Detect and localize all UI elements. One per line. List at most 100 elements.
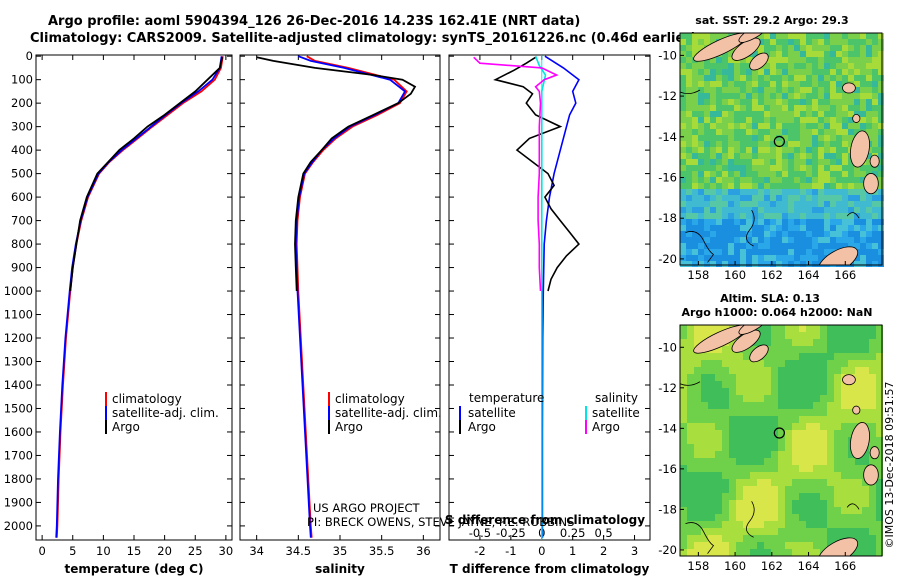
map-cell [860, 117, 866, 123]
map-cell [812, 135, 818, 141]
map-cell [792, 521, 799, 528]
map-cell [740, 159, 746, 165]
x-tick-label: 25 [188, 544, 203, 558]
map-cell [728, 219, 734, 225]
map-cell [722, 493, 729, 500]
map-cell [806, 437, 813, 444]
map-cell [806, 486, 813, 493]
map-cell [764, 231, 770, 237]
map-cell [771, 381, 778, 388]
map-cell [710, 171, 716, 177]
map-cell [813, 528, 820, 535]
map-cell [764, 183, 770, 189]
map-cell [770, 207, 776, 213]
depth-tick-label: 1500 [4, 401, 33, 415]
map-cell [834, 346, 841, 353]
map-cell [820, 367, 827, 374]
lon-tick-label: 158 [687, 268, 709, 282]
s-tick-label: 0.5 [594, 526, 612, 540]
map-cell [876, 430, 883, 437]
map-cell [869, 332, 876, 339]
map-cell [788, 135, 794, 141]
map-cell [740, 63, 746, 69]
map-cell [855, 374, 862, 381]
map-cell [776, 237, 782, 243]
map-cell [680, 195, 686, 201]
sst-map-title: sat. SST: 29.2 Argo: 29.3 [695, 14, 848, 27]
map-cell [708, 521, 715, 528]
map-cell [776, 51, 782, 57]
map-cell [860, 57, 866, 63]
map-cell [785, 535, 792, 542]
map-cell [746, 219, 752, 225]
map-cell [764, 147, 770, 153]
map-cell [770, 177, 776, 183]
map-cell [799, 339, 806, 346]
map-cell [764, 255, 770, 261]
map-cell [698, 33, 704, 39]
map-cell [770, 189, 776, 195]
map-cell [715, 437, 722, 444]
map-cell [770, 183, 776, 189]
map-cell [746, 141, 752, 147]
map-cell [757, 332, 764, 339]
map-cell [818, 177, 824, 183]
map-cell [680, 444, 687, 451]
map-cell [757, 472, 764, 479]
map-cell [824, 81, 830, 87]
map-cell [758, 189, 764, 195]
land-layer [680, 33, 880, 265]
map-cell [836, 207, 842, 213]
series-line-argo [69, 57, 224, 292]
map-cell [800, 33, 806, 39]
map-cell [854, 129, 860, 135]
map-cell [698, 117, 704, 123]
map-cell [757, 549, 764, 556]
map-cell [764, 444, 771, 451]
map-cell [758, 219, 764, 225]
map-cell [728, 243, 734, 249]
map-cell [722, 63, 728, 69]
map-cell [834, 479, 841, 486]
map-cell [878, 231, 884, 237]
map-cell [680, 219, 686, 225]
map-cell [704, 237, 710, 243]
map-cell [692, 93, 698, 99]
map-cell [764, 171, 770, 177]
map-cell [752, 225, 758, 231]
map-cell [722, 416, 729, 423]
map-cell [687, 507, 694, 514]
map-cell [855, 402, 862, 409]
map-cell [836, 123, 842, 129]
map-cell [806, 33, 812, 39]
map-cell [800, 237, 806, 243]
map-cell [710, 177, 716, 183]
map-cell [710, 159, 716, 165]
map-cell [694, 388, 701, 395]
map-cell [806, 325, 813, 332]
map-cell [827, 339, 834, 346]
map-cell [752, 135, 758, 141]
map-cell [715, 472, 722, 479]
x-tick-label: -1 [505, 544, 516, 558]
map-cell [854, 99, 860, 105]
x-tick-label: 10 [96, 544, 111, 558]
map-cell [750, 549, 757, 556]
map-cell [782, 117, 788, 123]
map-cell [708, 374, 715, 381]
series-line-t-satellite [541, 55, 580, 538]
map-cell [764, 45, 770, 51]
map-cell [716, 183, 722, 189]
map-cell [716, 135, 722, 141]
map-cell [860, 255, 866, 261]
map-cell [752, 117, 758, 123]
map-cell [758, 201, 764, 207]
map-cell [776, 261, 782, 267]
map-cell [806, 135, 812, 141]
map-cell [716, 207, 722, 213]
map-cell [866, 249, 872, 255]
map-cell [806, 500, 813, 507]
map-cell [764, 507, 771, 514]
map-cell [736, 472, 743, 479]
map-cell [778, 423, 785, 430]
